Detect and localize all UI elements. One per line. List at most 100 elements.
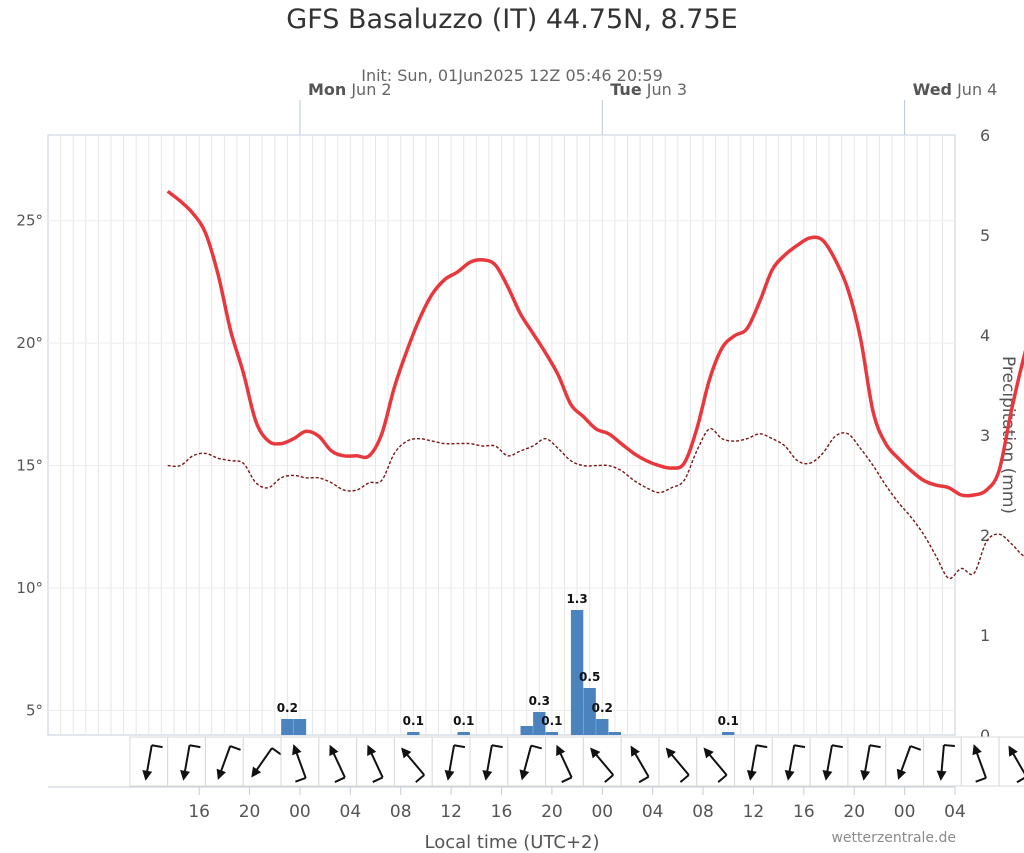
- wind-barb-head: [367, 744, 377, 756]
- wind-barb-head: [251, 766, 262, 778]
- wind-barb-flag: [189, 744, 201, 749]
- precipitation-bar: [545, 732, 559, 735]
- precipitation-bar: [608, 732, 622, 735]
- wind-barb-head: [482, 769, 493, 781]
- y-right-tick-label: 3: [980, 426, 990, 445]
- wind-barb-icon: [630, 745, 650, 784]
- wind-barb-head: [860, 769, 871, 781]
- day-label: Wed Jun 4: [912, 80, 998, 99]
- wind-cell: [129, 736, 169, 787]
- wind-barb-icon: [519, 744, 542, 781]
- wind-barb-flag: [295, 777, 307, 783]
- x-axis-tick-label: 16: [491, 802, 513, 822]
- wind-barb-flag: [869, 744, 881, 749]
- wind-barb-icon: [482, 744, 503, 781]
- y-left-tick-label: 5°: [26, 702, 43, 720]
- wind-barb-flag: [491, 744, 503, 749]
- day-label: Mon Jun 2: [307, 80, 392, 99]
- wind-barb-head: [972, 744, 982, 756]
- x-axis-tick-label: 00: [289, 802, 311, 822]
- wind-barb-flag: [1016, 775, 1024, 784]
- wind-barb-flag: [229, 745, 241, 751]
- wind-barb-head: [292, 744, 302, 756]
- precipitation-data-label: 0.3: [529, 694, 550, 708]
- x-axis-tick-label: 08: [692, 802, 714, 822]
- day-label: Tue Jun 3: [610, 80, 688, 99]
- x-axis-tick-label: 12: [743, 802, 765, 822]
- precipitation-data-label: 0.1: [453, 714, 474, 728]
- x-axis-tick-label: 20: [541, 802, 563, 822]
- wind-barb-icon: [703, 747, 728, 783]
- wind-barb-flag: [271, 747, 282, 756]
- wind-barb-icon: [444, 744, 466, 781]
- wind-barb-head: [180, 769, 190, 781]
- wind-barb-head: [329, 744, 339, 756]
- wind-barb-head: [746, 769, 757, 781]
- wind-barb-icon: [329, 744, 346, 783]
- wind-barb-head: [665, 747, 676, 759]
- y-left-tick-label: 25°: [16, 212, 43, 230]
- y-left-tick-label: 20°: [16, 334, 43, 352]
- wind-barb-flag: [756, 744, 768, 749]
- x-axis-tick-label: 16: [188, 802, 210, 822]
- wind-barb-flag: [943, 744, 955, 748]
- wind-barb-flag: [910, 745, 922, 751]
- wind-barb-flag: [334, 776, 346, 783]
- dewpoint-series-line: [167, 427, 1024, 580]
- wind-barb-head: [784, 769, 795, 781]
- precipitation-data-label: 0.2: [277, 701, 298, 715]
- precipitation-data-label: 0.5: [579, 670, 600, 684]
- precipitation-bar: [407, 732, 420, 735]
- wind-barb-icon: [251, 747, 282, 778]
- wind-barb-head: [444, 769, 455, 781]
- x-axis-tick-label: 00: [894, 802, 916, 822]
- wind-barb-icon: [746, 744, 768, 781]
- wind-barb-head: [1008, 745, 1018, 757]
- wind-barb-icon: [367, 744, 384, 783]
- x-axis-tick-label: 20: [843, 802, 865, 822]
- wind-barb-icon: [401, 747, 425, 783]
- wind-barb-icon: [142, 744, 163, 781]
- y-right-tick-label: 4: [980, 326, 990, 345]
- chart-subtitle: Init: Sun, 01Jun2025 12Z 05:46 20:59: [361, 66, 663, 85]
- wind-barb-flag: [561, 776, 573, 783]
- x-axis-tick-label: 20: [239, 802, 261, 822]
- wind-barb-flag: [975, 777, 987, 783]
- wind-barb-icon: [972, 744, 987, 783]
- wind-barb-head: [590, 747, 601, 759]
- x-axis-tick-label: 04: [340, 802, 362, 822]
- wind-barb-flag: [793, 744, 806, 749]
- precipitation-bar: [583, 688, 596, 735]
- precipitation-bar: [457, 732, 470, 735]
- wind-barb-flag: [717, 774, 728, 783]
- precipitation-data-label: 0.2: [592, 701, 613, 715]
- x-axis-title: Local time (UTC+2): [424, 832, 600, 853]
- precipitation-bar: [520, 726, 533, 735]
- precipitation-data-label: 0.1: [403, 714, 424, 728]
- credits-link[interactable]: wetterzentrale.de: [831, 830, 956, 846]
- wind-barb-icon: [936, 744, 955, 781]
- wind-barb-flag: [679, 774, 690, 783]
- wind-barb-head: [142, 769, 153, 781]
- wind-barb-head: [822, 769, 833, 781]
- wind-barb-head: [401, 747, 412, 759]
- wind-barb-flag: [151, 744, 163, 749]
- y-right-tick-label: 5: [980, 226, 990, 245]
- wind-barb-head: [630, 745, 640, 757]
- wind-barb-icon: [822, 744, 843, 781]
- precipitation-bar: [281, 719, 294, 735]
- wind-barb-head: [216, 768, 227, 780]
- y-right-tick-label: 1: [980, 626, 990, 645]
- x-axis-tick-label: 08: [390, 802, 412, 822]
- x-axis-tick-label: 04: [944, 802, 966, 822]
- wind-barb-icon: [292, 744, 307, 783]
- precipitation-bar: [722, 732, 735, 735]
- wind-barb-icon: [556, 744, 573, 783]
- precipitation-data-label: 0.1: [541, 714, 562, 728]
- wind-barb-icon: [665, 747, 690, 783]
- precipitation-data-label: 1.3: [566, 592, 587, 606]
- wind-barb-flag: [638, 775, 650, 784]
- wind-barb-icon: [896, 745, 922, 780]
- temperature-series-line: [166, 189, 1024, 498]
